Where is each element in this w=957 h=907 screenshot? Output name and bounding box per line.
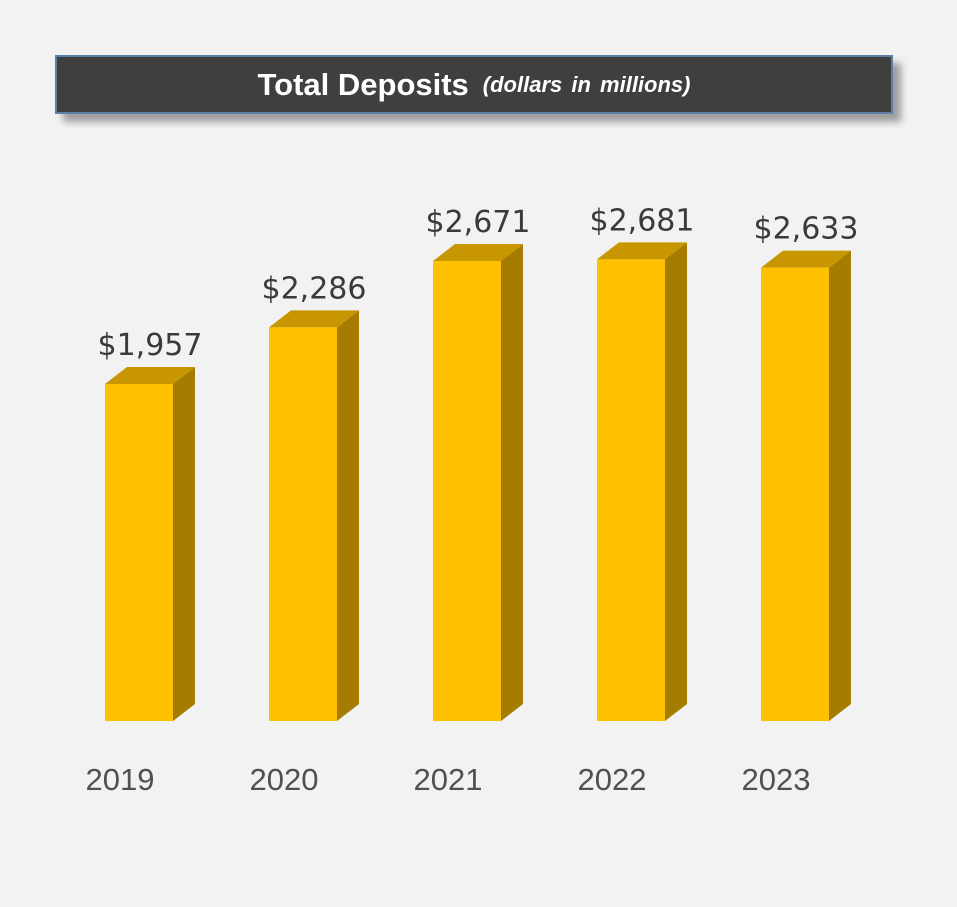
value-label-2020: $2,286 <box>262 271 367 306</box>
bar-2021 <box>433 261 501 721</box>
chart-title: Total Deposits <box>257 66 469 102</box>
chart-subtitle: (dollars in millions) <box>482 71 691 97</box>
category-label-2021: 2021 <box>414 762 483 797</box>
value-label-2023: $2,633 <box>754 212 859 247</box>
category-label-2020: 2020 <box>250 762 319 797</box>
category-label-2023: 2023 <box>742 762 811 797</box>
chart-title-banner: Total Deposits (dollars in millions) <box>55 55 893 114</box>
bar-top-2020 <box>269 310 359 328</box>
value-label-2021: $2,671 <box>426 205 531 240</box>
value-label-2022: $2,681 <box>590 203 695 238</box>
bar-side-2021 <box>501 244 523 721</box>
bar-2023 <box>761 267 829 721</box>
bar-side-2020 <box>337 310 359 721</box>
bar-2019 <box>105 384 173 721</box>
category-label-2019: 2019 <box>86 762 155 797</box>
bar-2022 <box>597 259 665 721</box>
bar-side-2023 <box>829 250 851 721</box>
bar-side-2019 <box>173 367 195 721</box>
bar-2020 <box>269 327 337 721</box>
bar-top-2019 <box>105 367 195 384</box>
bar-top-2022 <box>597 242 687 260</box>
value-label-2019: $1,957 <box>98 328 203 363</box>
bar-top-2021 <box>433 244 523 262</box>
category-label-2022: 2022 <box>578 762 647 797</box>
bar-top-2023 <box>761 250 851 268</box>
bar-side-2022 <box>665 242 687 721</box>
